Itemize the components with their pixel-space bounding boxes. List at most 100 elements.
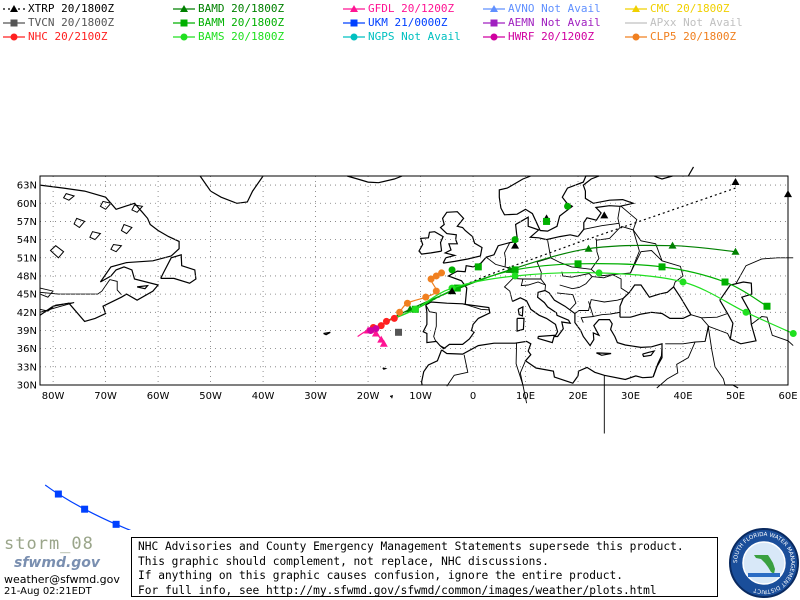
legend-label: CMC 20/1800Z [650,2,730,15]
lon-tick-label: 30W [304,391,327,402]
track-point-bamd [731,247,740,255]
disclaimer-line: For full info, see http://my.sfwmd.gov/s… [138,583,657,597]
track-point-bamm [658,263,666,271]
lon-tick-label: 80W [42,391,65,402]
contact-email: weather@sfwmd.gov [4,573,120,586]
track-point-xtrp [448,287,457,295]
country-border [504,242,511,267]
coastline [719,281,757,345]
coastline [441,340,653,384]
lat-tick-label: 36N [17,344,37,355]
legend-swatch [625,22,647,24]
legend-marker-nhc [10,33,18,41]
track-point-clp5 [427,275,435,283]
track-point-bams [411,305,419,313]
country-border [536,240,552,280]
country-border [751,316,794,346]
legend-label: XTRP 20/1800Z [28,2,115,15]
map-frame [39,175,789,386]
legend-swatch [3,33,25,41]
lon-tick-label: 60E [778,391,797,402]
track-point-bamm [511,236,519,244]
coastline [136,284,150,290]
lake-outline [73,217,86,229]
legend-label: BAMD 20/1800Z [198,2,285,15]
lon-tick-label: 10E [516,391,535,402]
track-point-xtrp [600,211,609,219]
legend-label: AVNO Not Avail [508,2,601,15]
country-border [446,354,469,387]
country-border [574,297,624,314]
sfwmd-brand-logo: sfwmd.gov [14,555,101,571]
track-point-bamd [668,241,677,249]
legend-marker-bams [180,33,188,41]
lat-tick-label: 39N [17,326,37,337]
track-point-hwrf [372,325,380,333]
coastline [446,175,636,305]
lake-outline [62,193,76,201]
coastline [653,175,673,180]
lon-tick-label: 20W [357,391,380,402]
lon-tick-label: 40E [673,391,692,402]
track-point-gfdl [377,335,386,343]
track-line-bams [386,271,794,335]
legend-marker-aemn [490,19,498,27]
country-border [701,313,728,319]
track-point-bamd [584,244,593,252]
country-border [425,304,437,342]
lat-tick-label: 48N [17,271,37,282]
lake-outline [89,231,102,241]
lat-tick-label: 30N [17,381,37,392]
coastline [199,175,264,204]
track-point-clp5 [422,293,430,301]
track-point-bamm [564,202,572,210]
legend-swatch [173,19,195,27]
disclaimer-box: NHC Advisories and County Emergency Mana… [131,537,718,597]
lake-outline [49,245,65,259]
legend-marker-clp5 [632,33,640,41]
country-border [590,250,684,288]
lon-tick-label: 50E [726,391,745,402]
country-border [665,314,710,345]
track-point-bams [679,278,687,286]
coastline [346,175,403,184]
lat-tick-label: 42N [17,308,37,319]
track-line-ukm-past [44,484,131,530]
legend-marker-ukm [350,19,358,27]
lon-tick-label: 10W [409,391,432,402]
track-point-nhc [382,317,390,325]
lat-tick-label: 54N [17,235,37,246]
legend-swatch [483,33,505,41]
legend-marker-xtrp [10,5,18,12]
coastline [652,348,663,378]
lon-tick-label: 70W [94,391,117,402]
forecast-tracks [44,178,797,530]
lat-tick-label: 33N [17,362,37,373]
lake-outline [120,223,133,235]
track-point-clp5 [403,299,411,307]
lake-outline [131,204,144,213]
country-border [707,326,726,386]
track-point-gfdl [379,339,388,347]
legend-marker-bamd [180,5,188,12]
legend-swatch [483,19,505,27]
track-point-clp5 [432,287,440,295]
green-extra-markers [448,202,572,274]
country-border [520,278,546,287]
legend-swatch [173,5,195,12]
disclaimer-line: If anything on this graphic causes confu… [138,569,623,582]
country-border [583,222,620,230]
country-border [580,316,594,323]
storm-name: storm_08 [4,534,94,554]
legend-swatch [625,5,647,12]
track-point-bamm [543,217,551,225]
coastline [389,395,393,399]
legend-swatch [343,5,365,12]
legend-swatch [483,5,505,12]
legend-label: NHC 20/2100Z [28,30,108,43]
coastline [544,289,663,378]
track-point-ukm-past [81,505,89,513]
legend-marker-cmc [632,5,640,12]
legend-label: BAMM 20/1800Z [198,16,285,29]
legend-marker-avno [490,5,498,12]
